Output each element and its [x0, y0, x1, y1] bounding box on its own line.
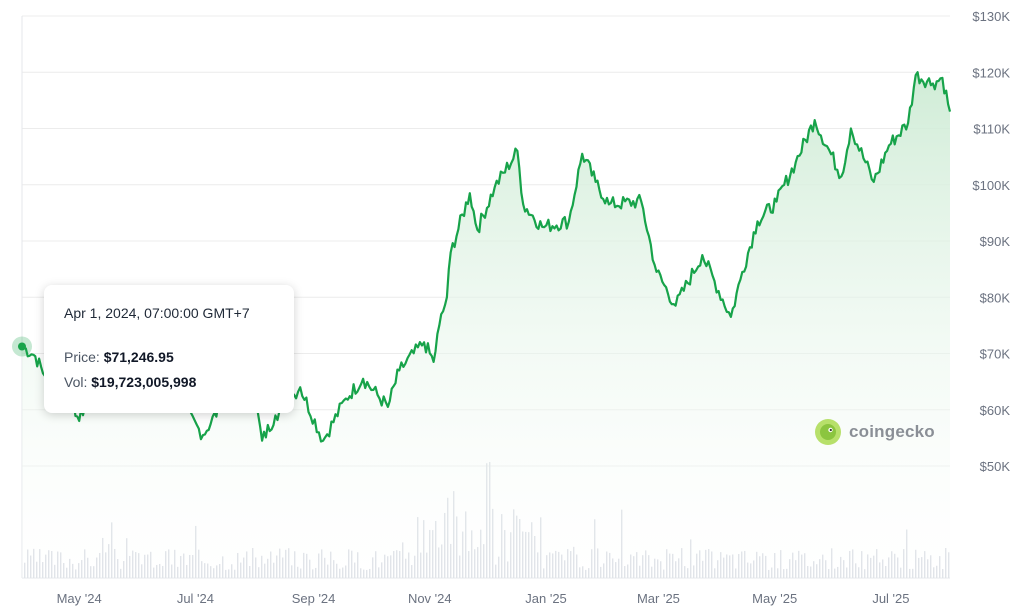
y-tick-label: $50K [980, 459, 1011, 474]
x-tick-label: Jul '24 [177, 591, 214, 606]
y-axis-ticks: $50K $60K $70K $80K $90K $100K $110K $120K $130K [972, 9, 1010, 474]
x-tick-label: Mar '25 [637, 591, 680, 606]
tooltip-price: Price: $71,246.95 [64, 349, 174, 365]
x-tick-label: Jan '25 [525, 591, 567, 606]
y-tick-label: $60K [980, 403, 1011, 418]
tooltip-vol-label: Vol: [64, 374, 88, 390]
tooltip-price-value: $71,246.95 [103, 349, 174, 365]
tooltip-volume: Vol: $19,723,005,998 [64, 374, 196, 390]
price-area [22, 72, 950, 578]
x-tick-label: Jul '25 [872, 591, 909, 606]
price-tooltip: Apr 1, 2024, 07:00:00 GMT+7 Price: $71,2… [44, 285, 294, 413]
y-tick-label: $110K [973, 122, 1010, 137]
x-tick-label: Sep '24 [292, 591, 336, 606]
y-tick-label: $70K [980, 347, 1011, 362]
x-tick-label: May '24 [57, 591, 102, 606]
tooltip-vol-value: $19,723,005,998 [91, 374, 197, 390]
brand-name: coingecko [849, 422, 935, 441]
y-tick-label: $90K [980, 234, 1011, 249]
tooltip-price-label: Price: [64, 349, 100, 365]
y-tick-label: $130K [972, 9, 1010, 24]
coingecko-watermark: coingecko [815, 419, 935, 445]
gecko-logo-icon [815, 419, 841, 445]
y-tick-label: $120K [972, 65, 1010, 80]
tooltip-date: Apr 1, 2024, 07:00:00 GMT+7 [64, 305, 250, 321]
hover-marker [18, 342, 26, 351]
y-tick-label: $80K [980, 290, 1011, 305]
y-tick-label: $100K [972, 178, 1010, 193]
x-tick-label: May '25 [752, 591, 797, 606]
x-axis-ticks: May '24 Jul '24 Sep '24 Nov '24 Jan '25 Mar '… [57, 591, 910, 606]
x-tick-label: Nov '24 [408, 591, 452, 606]
